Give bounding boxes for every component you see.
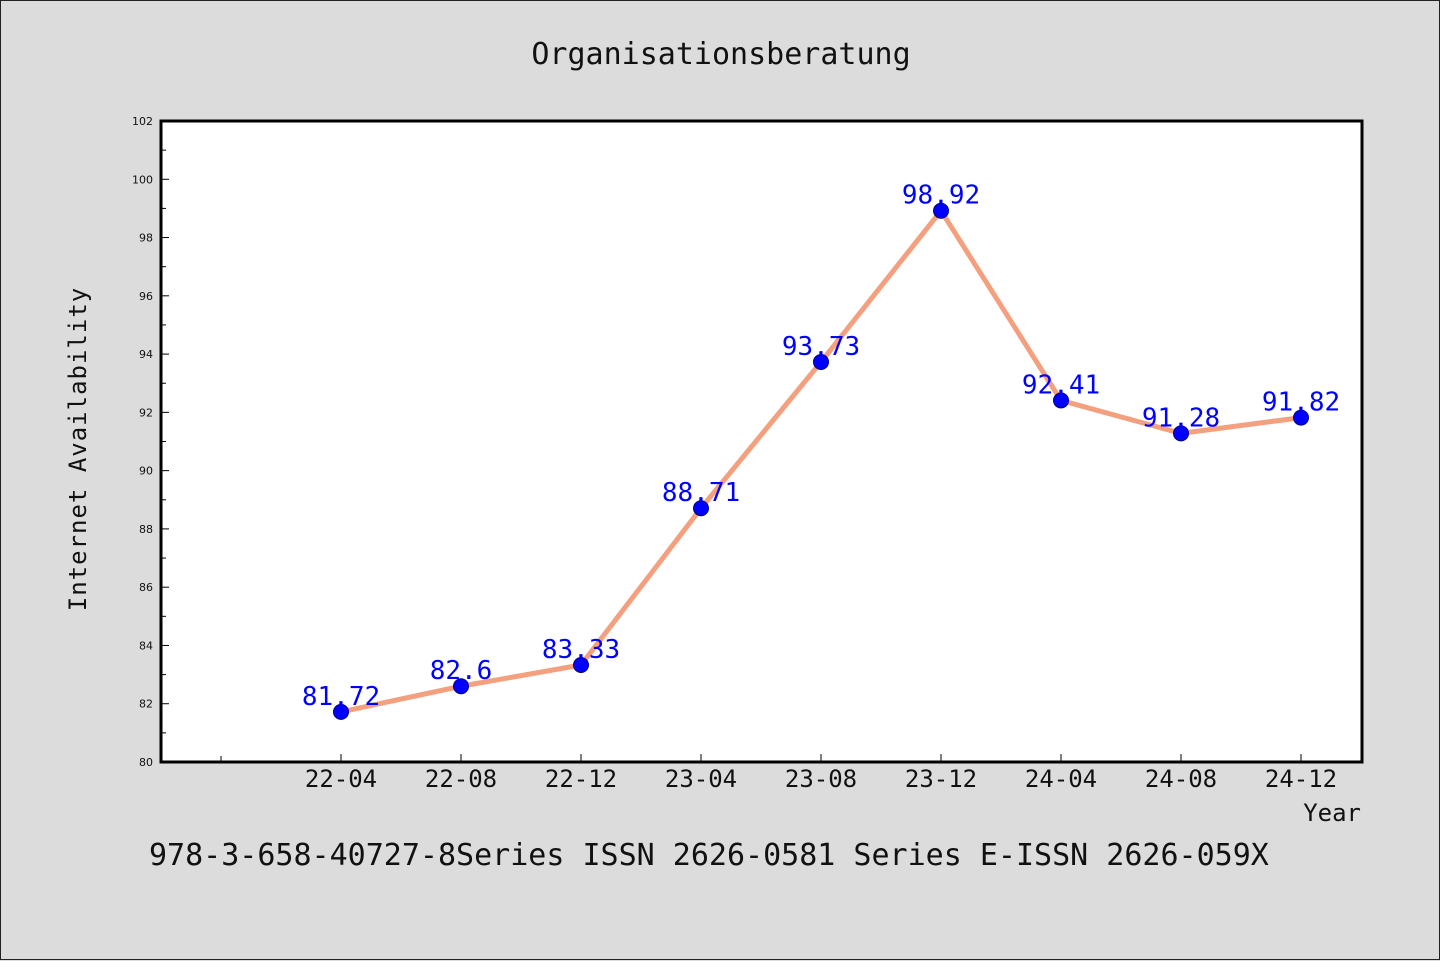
data-label: 83.33 <box>542 635 620 665</box>
data-point[interactable] <box>333 703 349 720</box>
y-axis-label: Internet Availability <box>64 287 92 611</box>
y-tick-label: 82 <box>139 698 153 711</box>
data-label: 81.72 <box>302 682 380 712</box>
x-tick-label: 22-08 <box>425 765 497 793</box>
isbn-footer: 978-3-658-40727-8Series ISSN 2626-0581 S… <box>149 838 1269 873</box>
data-point[interactable] <box>1173 425 1189 442</box>
y-tick-label: 100 <box>132 173 153 186</box>
y-tick-label: 86 <box>139 581 153 594</box>
data-label: 92.41 <box>1022 370 1100 400</box>
y-tick-label: 98 <box>139 232 153 245</box>
data-label: 82.6 <box>430 656 493 686</box>
x-tick-label: 23-04 <box>665 765 737 793</box>
data-label: 93.73 <box>782 332 860 362</box>
data-point[interactable] <box>1053 392 1069 409</box>
x-axis: 22-04 22-08 22-12 23-04 23-08 23-12 24-04 24-08… <box>220 754 1337 793</box>
x-tick-label: 23-08 <box>785 765 857 793</box>
y-tick-label: 92 <box>139 406 153 419</box>
data-point[interactable] <box>573 656 589 673</box>
data-label: 98.92 <box>902 181 980 211</box>
data-point[interactable] <box>933 202 949 219</box>
x-tick-label: 24-08 <box>1145 765 1217 793</box>
y-tick-label: 102 <box>132 115 153 128</box>
data-label: 91.28 <box>1142 403 1220 433</box>
y-tick-label: 96 <box>139 290 153 303</box>
x-tick-label: 24-12 <box>1265 765 1337 793</box>
plot-area <box>159 119 1364 764</box>
data-label: 88.71 <box>662 478 740 508</box>
y-tick-label: 94 <box>139 348 153 361</box>
y-axis: 80 82 84 86 88 90 92 94 96 98 100 102 <box>132 115 169 769</box>
data-point[interactable] <box>453 678 469 695</box>
y-tick-label: 84 <box>139 639 153 652</box>
chart-title: Organisationsberatung <box>531 37 910 72</box>
data-point[interactable] <box>1293 409 1309 426</box>
y-tick-label: 90 <box>139 465 153 478</box>
x-tick-label: 22-12 <box>545 765 617 793</box>
series-group: 81.72 82.6 83.33 88.71 93.73 98.92 92.41 91.28 9… <box>302 181 1340 720</box>
data-point[interactable] <box>693 500 709 517</box>
x-tick-label: 23-12 <box>905 765 977 793</box>
y-tick-label: 80 <box>139 756 153 769</box>
x-tick-label: 24-04 <box>1025 765 1097 793</box>
data-label: 91.82 <box>1262 388 1340 418</box>
x-tick-label: 22-04 <box>305 765 377 793</box>
x-axis-label: Year <box>1303 799 1361 827</box>
y-tick-label: 88 <box>139 523 153 536</box>
data-point[interactable] <box>813 353 829 370</box>
